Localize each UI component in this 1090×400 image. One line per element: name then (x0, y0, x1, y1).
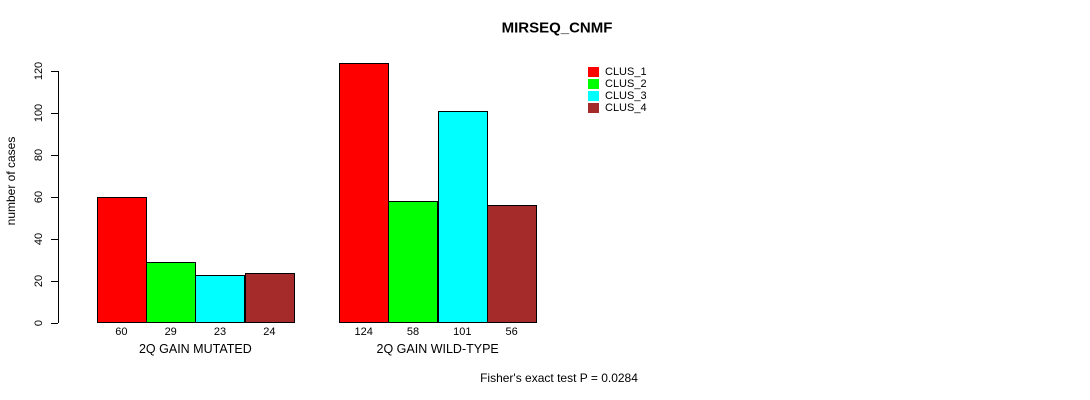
y-axis-tick (51, 113, 58, 114)
y-axis-line (58, 71, 59, 323)
y-axis-tick-label: 60 (33, 190, 45, 204)
legend-swatch (588, 79, 599, 89)
bar-clus_1-group2 (339, 63, 389, 323)
bar-value-label: 29 (164, 326, 177, 338)
x-category-label: 2Q GAIN MUTATED (138, 342, 252, 356)
chart-title: MIRSEQ_CNMF (501, 19, 613, 37)
legend-item-clus_1: CLUS_1 (588, 66, 647, 78)
bar-clus_3-group1 (195, 275, 245, 323)
legend-item-clus_2: CLUS_2 (588, 78, 647, 90)
x-category-label: 2Q GAIN WILD-TYPE (376, 342, 499, 356)
bar-value-label: 101 (453, 326, 472, 338)
y-axis-tick (51, 155, 58, 156)
y-axis-tick-label: 100 (33, 103, 45, 123)
fisher-test-annotation: Fisher's exact test P = 0.0284 (480, 371, 638, 385)
bar-value-label: 24 (263, 326, 276, 338)
bar-clus_2-group2 (388, 201, 438, 323)
bar-value-label: 124 (354, 326, 373, 338)
y-axis-tick-label: 40 (33, 232, 45, 246)
legend-swatch (588, 103, 599, 113)
y-axis-tick-label: 0 (33, 319, 45, 327)
legend-swatch (588, 91, 599, 101)
y-axis-tick (51, 197, 58, 198)
y-axis-tick (51, 281, 58, 282)
y-axis-tick (51, 71, 58, 72)
legend: CLUS_1 CLUS_2 CLUS_3 CLUS_4 (588, 66, 647, 114)
bar-value-label: 60 (115, 326, 128, 338)
bar-clus_4-group1 (245, 273, 295, 323)
legend-label: CLUS_1 (605, 66, 647, 78)
legend-swatch (588, 67, 599, 77)
legend-label: CLUS_4 (605, 102, 647, 114)
bar-value-label: 23 (213, 326, 227, 338)
legend-item-clus_3: CLUS_3 (588, 90, 647, 102)
y-axis-tick-label: 20 (33, 274, 45, 288)
bar-clus_4-group2 (487, 205, 537, 323)
y-axis-tick (51, 323, 58, 324)
bar-value-label: 56 (505, 326, 518, 338)
legend-item-clus_4: CLUS_4 (588, 102, 647, 114)
y-axis-tick (51, 239, 58, 240)
bar-value-label: 58 (406, 326, 420, 338)
legend-label: CLUS_3 (605, 90, 647, 102)
legend-label: CLUS_2 (605, 78, 647, 90)
bar-clus_2-group1 (146, 262, 196, 323)
y-axis-tick-label: 80 (33, 148, 45, 162)
y-axis-tick-label: 120 (33, 61, 45, 81)
bar-clus_3-group2 (438, 111, 488, 323)
bar-clus_1-group1 (97, 197, 147, 323)
